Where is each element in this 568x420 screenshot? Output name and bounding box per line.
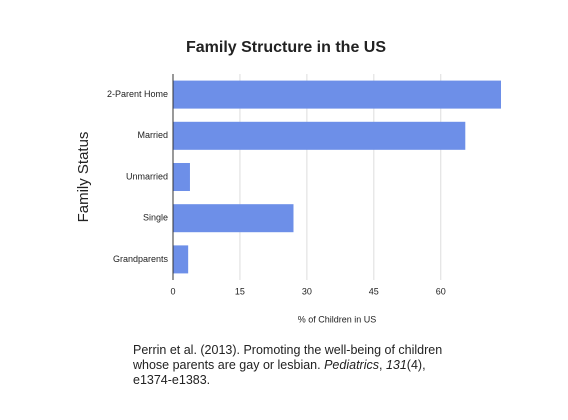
- x-axis-title: % of Children in US: [298, 314, 377, 324]
- x-tick-label: 15: [235, 286, 245, 296]
- citation-text: Perrin et al. (2013). Promoting the well…: [133, 343, 443, 372]
- citation-text: ,: [378, 358, 386, 372]
- bar: [173, 80, 501, 109]
- x-tick-label: 30: [302, 286, 312, 296]
- citation-text: (4), e1374-e1383.: [133, 358, 426, 387]
- y-tick-label: 2-Parent Home: [107, 89, 168, 99]
- bar: [173, 245, 189, 274]
- citation-journal: Pediatrics: [324, 358, 379, 372]
- x-tick-label: 0: [170, 286, 175, 296]
- bar: [173, 204, 294, 233]
- y-tick-label: Single: [143, 213, 168, 223]
- x-tick-label: 60: [436, 286, 446, 296]
- bar: [173, 121, 466, 150]
- citation-volume: 131: [385, 358, 407, 372]
- y-tick-label: Grandparents: [113, 254, 169, 264]
- bar: [173, 162, 190, 192]
- y-axis-title: Family Status: [75, 132, 92, 223]
- chart: Family Structure in the US Family Status…: [75, 39, 501, 324]
- citation: Perrin et al. (2013). Promoting the well…: [133, 343, 463, 388]
- x-tick-label: 45: [369, 286, 379, 296]
- y-tick-label: Unmarried: [126, 171, 168, 181]
- chart-title: Family Structure in the US: [186, 39, 386, 56]
- y-tick-label: Married: [137, 130, 168, 140]
